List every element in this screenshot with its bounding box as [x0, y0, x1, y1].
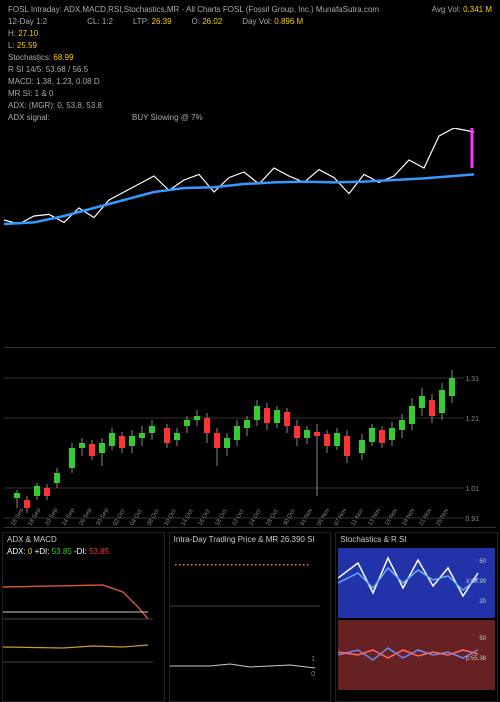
stoch-label: Stochastics: — [8, 53, 51, 62]
root: FOSL Intraday: ADX,MACD,RSI,Stochastics,… — [0, 0, 500, 660]
o-label: O: — [192, 17, 200, 26]
svg-text:25 Nov: 25 Nov — [436, 508, 451, 527]
macd-line: MACD: 1.38, 1.23, 0.08 D — [8, 76, 492, 88]
ltp-value: 26.39 — [152, 17, 172, 26]
svg-text:50: 50 — [480, 636, 487, 642]
intraday-panel: Intra-Day Trading Price & MR 26.390 SI 1… — [169, 532, 332, 702]
svg-text:50: 50 — [480, 559, 487, 565]
stoch-value: 68.99 — [53, 53, 73, 62]
cl-label: CL: — [87, 17, 99, 26]
adx-title: ADX & MACD — [3, 533, 164, 546]
stoch-bottom: 50 p:55.38 — [338, 620, 495, 690]
buy-signal: BUY Slowing @ 7% — [132, 113, 203, 122]
svg-text:18 Sep: 18 Sep — [28, 507, 43, 527]
adx-macd-panel: ADX & MACD ADX: 0 +DI: 53.85 -DI: 53.85 — [2, 532, 165, 702]
svg-text:30 Sep: 30 Sep — [96, 507, 111, 527]
h-label: H: — [8, 29, 16, 38]
svg-text:13 Nov: 13 Nov — [368, 508, 383, 527]
adx-signal-label: ADX signal: — [8, 113, 50, 122]
svg-text:07 Nov: 07 Nov — [334, 508, 349, 527]
svg-text:21 Nov: 21 Nov — [419, 508, 434, 527]
intra-title: Intra-Day Trading Price & MR 26.390 SI — [170, 533, 331, 546]
h-value: 27.10 — [18, 29, 38, 38]
svg-text:26 Sep: 26 Sep — [79, 507, 94, 527]
o-value: 26.02 — [202, 17, 222, 26]
adx-line: ADX: (MGR): 0, 53.8, 53.8 — [8, 100, 492, 112]
dayvol-value: 0.896 M — [274, 17, 303, 26]
svg-text:01 Nov: 01 Nov — [300, 508, 315, 527]
svg-text:11 Nov: 11 Nov — [351, 508, 365, 527]
svg-text:24 Sep: 24 Sep — [62, 507, 77, 527]
dayvol-label: Day Vol: — [242, 17, 272, 26]
price-chart — [4, 128, 496, 348]
svg-text:20: 20 — [480, 599, 487, 605]
rsi-line: R SI 14/5: 53.68 / 56.5 — [8, 64, 492, 76]
svg-text:1.21: 1.21 — [465, 416, 479, 423]
adx-values: ADX: 0 +DI: 53.85 -DI: 53.85 — [7, 547, 109, 556]
header-block: FOSL Intraday: ADX,MACD,RSI,Stochastics,… — [0, 0, 500, 128]
svg-text:15 Nov: 15 Nov — [385, 508, 400, 527]
svg-text:1.31: 1.31 — [465, 376, 479, 383]
avgvol-value: 0.341 M — [463, 5, 492, 14]
svg-text:k:68.99: k:68.99 — [467, 579, 487, 585]
indicator-panels: ADX & MACD ADX: 0 +DI: 53.85 -DI: 53.85 … — [0, 532, 500, 702]
candlestick-chart: 1.31 1.21 1.01 0.91 16 Sep18 Sep20 Sep24 Sep… — [4, 348, 496, 528]
cl-value: 1:2 — [102, 17, 113, 26]
svg-text:20 Sep: 20 Sep — [45, 507, 60, 527]
svg-text:19 Nov: 19 Nov — [402, 508, 417, 527]
header-title: FOSL Intraday: ADX,MACD,RSI,Stochastics,… — [8, 4, 379, 16]
l-value: 25.59 — [17, 41, 37, 50]
stoch-top: 50 k:68.99 20 — [338, 548, 495, 618]
mr-line: MR SI: 1 & 0 — [8, 88, 492, 100]
svg-text:0.91: 0.91 — [465, 516, 479, 523]
svg-text:1.01: 1.01 — [465, 486, 479, 493]
svg-text:16 Sep: 16 Sep — [11, 507, 26, 527]
stochastics-panel: Stochastics & R SI 50 k:68.99 20 50 p:55.38 — [335, 532, 498, 702]
svg-text:05 Nov: 05 Nov — [317, 508, 332, 527]
svg-text:0: 0 — [311, 671, 315, 678]
avgvol-label: Avg Vol: — [432, 5, 461, 14]
l-label: L: — [8, 41, 15, 50]
svg-text:p:55.38: p:55.38 — [466, 656, 487, 662]
stoch-title: Stochastics & R SI — [336, 533, 497, 546]
ltp-label: LTP: — [133, 17, 149, 26]
period-label: 12-Day 1:2 — [8, 16, 47, 28]
